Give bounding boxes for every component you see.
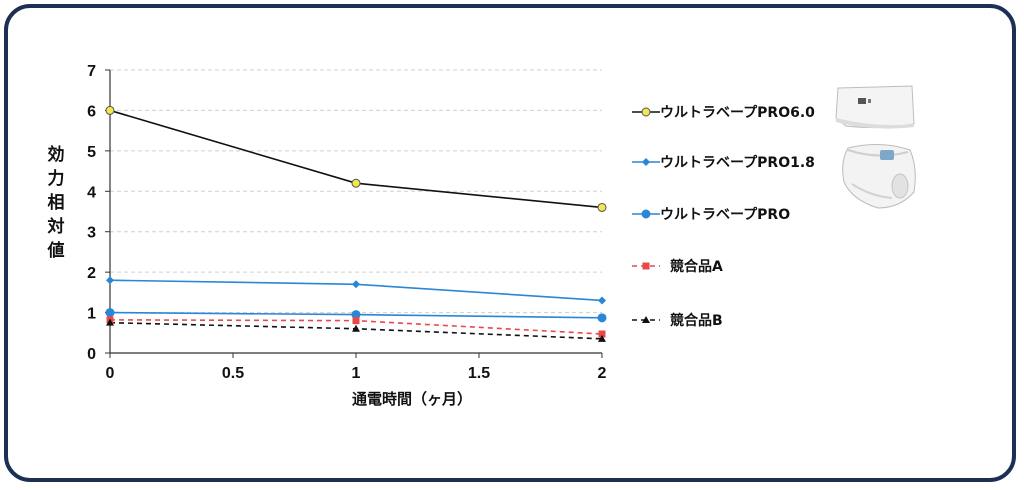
tick-labels: 0 1 2 3 4 5 6 7 0 0.5 1 1.5 2 xyxy=(87,63,606,382)
series-line-1 xyxy=(109,109,603,209)
device-portable-unit-image xyxy=(842,144,916,209)
x-axis-title: 通電時間（ヶ月） xyxy=(352,390,472,408)
y-tick-label: 3 xyxy=(87,225,96,242)
data-point xyxy=(598,296,606,305)
legend-label: ウルトラベープPRO6.0 xyxy=(660,105,815,121)
y-tick-label: 0 xyxy=(87,346,96,363)
legend-label: ウルトラベープPRO1.8 xyxy=(660,155,815,171)
legend-label: 競合品B xyxy=(670,312,723,329)
data-point xyxy=(598,334,606,342)
device-wall-unit-image xyxy=(835,85,915,129)
y-tick-label: 5 xyxy=(87,144,96,161)
x-tick-label: 1.5 xyxy=(468,365,490,382)
y-tick-label: 6 xyxy=(87,103,96,120)
data-point xyxy=(597,313,607,323)
series-lines xyxy=(109,109,603,340)
y-axis-title: 効力相対値 xyxy=(47,144,65,261)
axes xyxy=(105,69,603,358)
series-markers xyxy=(105,105,607,342)
data-point xyxy=(351,178,361,188)
data-point xyxy=(598,330,606,338)
data-point xyxy=(352,280,360,289)
y-axis-title-char: 力 xyxy=(48,168,65,189)
y-tick-label: 2 xyxy=(87,265,96,282)
legend-marker xyxy=(642,158,650,166)
y-tick-label: 7 xyxy=(87,63,96,80)
x-tick-label: 0 xyxy=(106,365,115,382)
legend-marker xyxy=(642,262,650,270)
x-tick-label: 1 xyxy=(352,365,361,382)
y-axis-title-char: 値 xyxy=(47,240,65,261)
data-point xyxy=(106,276,114,285)
y-tick-label: 1 xyxy=(87,306,96,323)
chart-frame xyxy=(4,4,1016,482)
grid-lines xyxy=(110,69,602,314)
legend-marker xyxy=(642,316,650,323)
data-point xyxy=(105,308,115,318)
legend: ウルトラベープPRO6.0 ウルトラベープPRO1.8 ウルトラベープPRO 競合品A… xyxy=(632,105,815,329)
x-tick-label: 2 xyxy=(598,365,607,382)
legend-label: ウルトラベープPRO xyxy=(660,207,790,223)
data-point xyxy=(352,317,360,325)
data-point xyxy=(597,202,607,212)
data-point xyxy=(352,324,360,332)
y-axis-title-char: 相 xyxy=(48,192,65,213)
x-tick-label: 0.5 xyxy=(222,365,244,382)
legend-label: 競合品A xyxy=(670,258,723,275)
y-axis-title-char: 対 xyxy=(47,216,65,237)
y-tick-label: 4 xyxy=(87,184,96,201)
data-point xyxy=(105,105,115,115)
legend-marker xyxy=(641,107,651,117)
y-axis-title-char: 効 xyxy=(48,144,65,165)
legend-marker xyxy=(641,209,651,219)
data-point xyxy=(106,318,114,326)
